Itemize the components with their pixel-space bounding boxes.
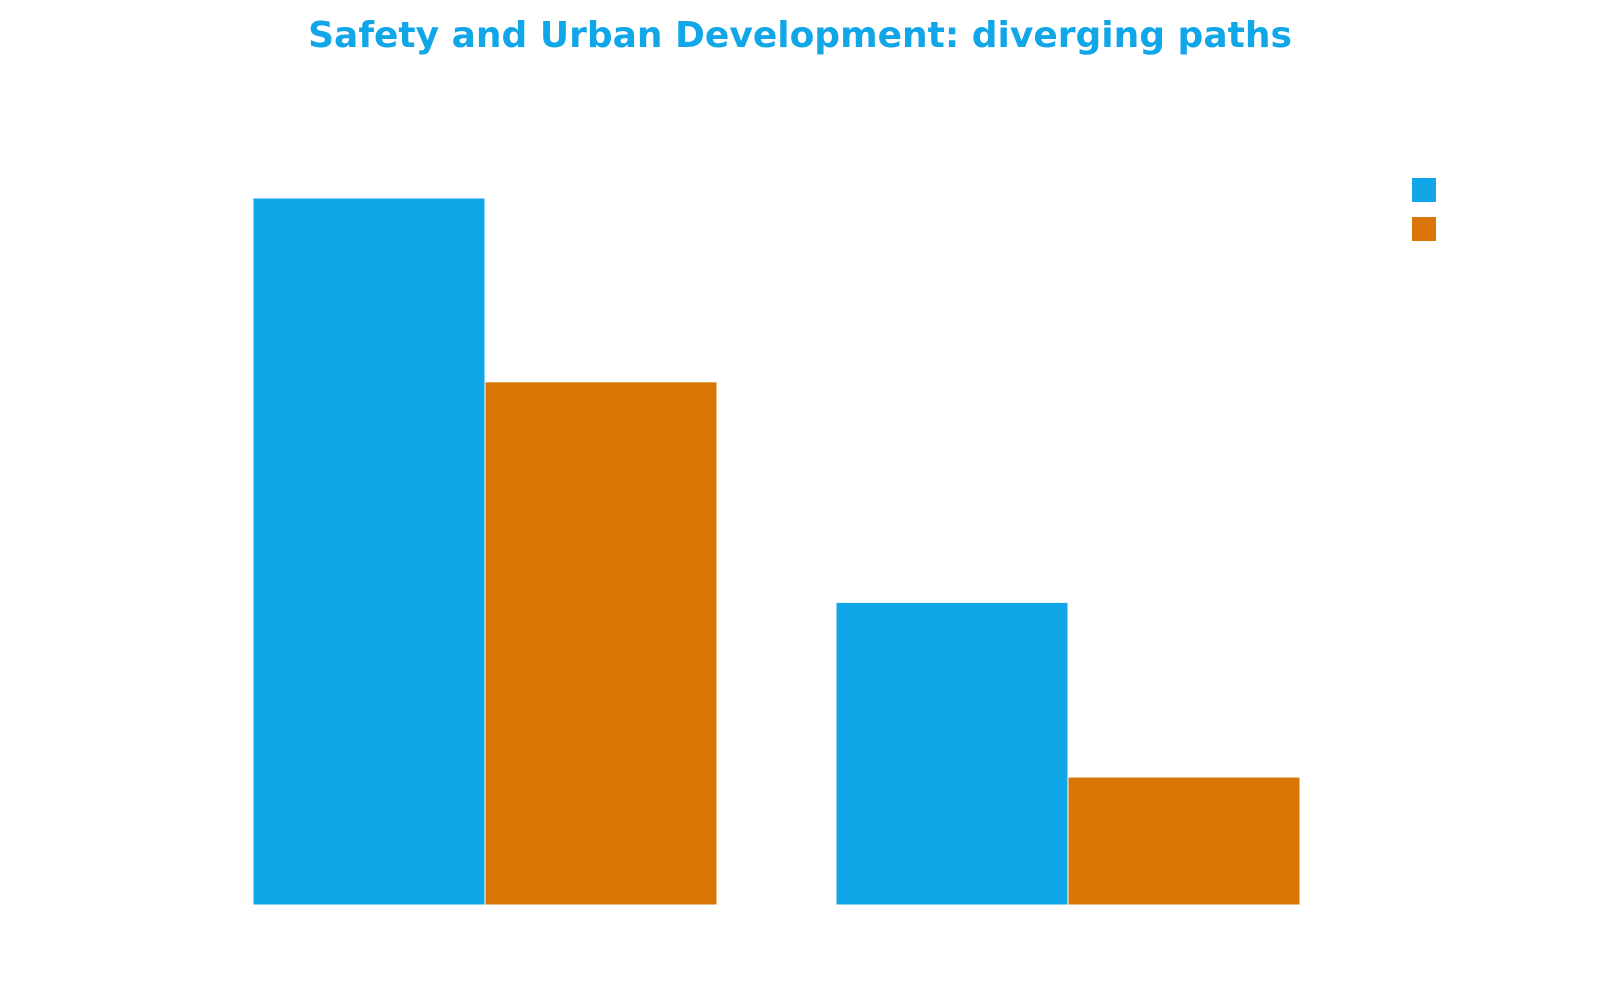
bar-series-1-category-2 — [835, 601, 1069, 906]
legend-swatch-series-2 — [1412, 217, 1436, 241]
bar-series-1-category-1 — [252, 197, 486, 906]
legend-swatch-series-1 — [1412, 178, 1436, 202]
chart-title: Safety and Urban Development: diverging … — [308, 15, 1292, 56]
bar-series-2-category-1 — [484, 381, 718, 906]
bar-series-2-category-2 — [1067, 776, 1301, 906]
legend — [1412, 178, 1436, 241]
bar-group — [252, 197, 1301, 906]
